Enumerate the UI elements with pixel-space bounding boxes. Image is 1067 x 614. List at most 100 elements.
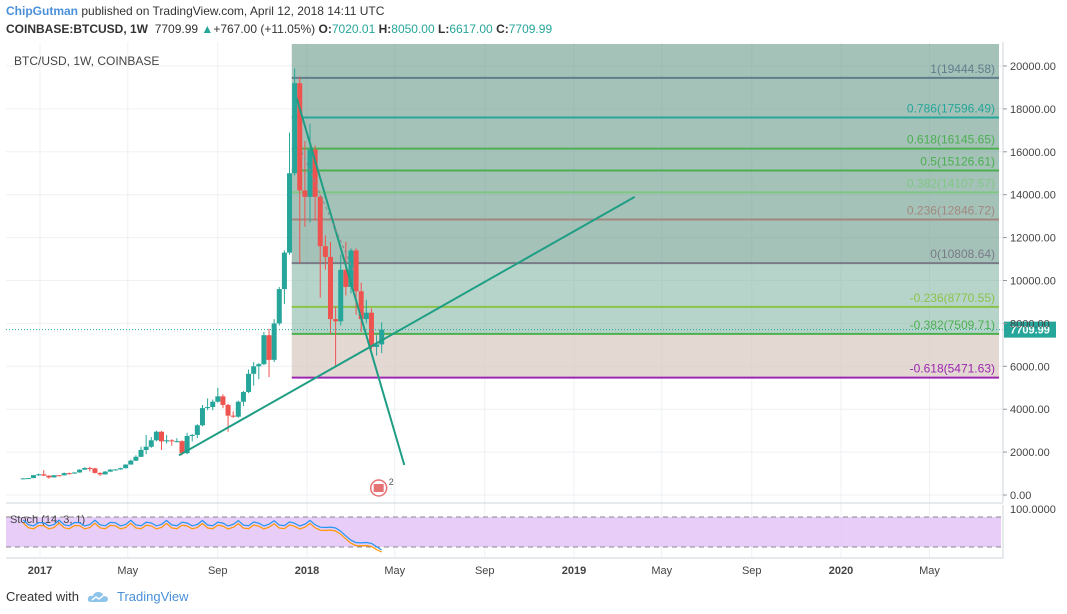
open-value: 7020.01 <box>331 22 376 36</box>
candle-body <box>46 475 52 478</box>
candle-body <box>235 401 241 417</box>
candle-body <box>123 464 129 469</box>
candle-body <box>169 440 175 442</box>
y-tick-label: 4000.00 <box>1010 404 1050 416</box>
fib-zone-middle <box>291 263 999 334</box>
trendline-1 <box>178 195 636 457</box>
candle-body <box>66 473 72 475</box>
candle-body <box>327 256 333 320</box>
candle-body <box>51 475 57 478</box>
stoch-d-line <box>22 522 382 553</box>
candle-body <box>379 329 385 345</box>
candle-body <box>246 373 252 393</box>
candle-body <box>174 441 180 443</box>
x-tick-label: 2018 <box>295 565 319 577</box>
high-label: H: <box>378 22 392 36</box>
candle-body <box>87 467 93 469</box>
candle-body <box>143 446 149 450</box>
candle-body <box>97 472 103 475</box>
up-arrow-icon: ▲ <box>201 22 214 36</box>
candle-body <box>153 431 159 441</box>
author-link[interactable]: ChipGutman <box>6 4 78 18</box>
candle-body <box>363 312 369 320</box>
candle-body <box>358 291 364 320</box>
fib-level-label: 1(19444.58) <box>930 62 995 76</box>
y-tick-label: 20000.00 <box>1010 61 1056 73</box>
candle-body <box>36 474 42 476</box>
candle-body <box>82 467 88 470</box>
x-tick-label: 2017 <box>28 565 52 577</box>
y-tick-label: 16000.00 <box>1010 147 1056 159</box>
tradingview-brand-link[interactable]: TradingView <box>116 589 189 604</box>
candle-body <box>266 335 272 360</box>
price-change: +767.00 (+11.05%) <box>213 22 316 36</box>
x-tick-label: Sep <box>475 565 495 577</box>
x-tick-label: May <box>117 565 138 577</box>
y-tick-label: 14000.00 <box>1010 190 1056 202</box>
candle-body <box>30 475 36 479</box>
low-label: L: <box>438 22 450 36</box>
x-tick-label: Sep <box>742 565 762 577</box>
candle-body <box>261 335 267 365</box>
y-tick-label: 0.00 <box>1010 490 1031 502</box>
candle-body <box>128 460 134 465</box>
event-flag-icon <box>373 484 384 492</box>
candle-body <box>41 474 47 476</box>
candle-body <box>199 408 205 426</box>
open-label: O: <box>318 22 332 36</box>
footer: Created with TradingView <box>6 589 189 604</box>
fib-level-label: 0.786(17596.49) <box>907 102 995 116</box>
candle-body <box>271 323 277 360</box>
candle-body <box>317 196 323 247</box>
candle-body <box>112 469 118 471</box>
candle-body <box>256 364 262 367</box>
candle-body <box>148 440 154 447</box>
candle-body <box>56 475 62 477</box>
candle-body <box>225 404 231 416</box>
y-tick-label: 12000.00 <box>1010 233 1056 245</box>
y-tick-label: 2000.00 <box>1010 447 1050 459</box>
candle-body <box>77 469 83 473</box>
candle-body <box>215 396 221 402</box>
fib-zone-lower <box>291 333 999 378</box>
last-price-tag-label: 7709.99 <box>1010 325 1050 337</box>
x-tick-label: May <box>919 565 940 577</box>
candle-body <box>343 269 349 287</box>
candle-body <box>240 392 246 402</box>
stoch-k-line <box>22 519 383 551</box>
publish-info: published on TradingView.com, April 12, … <box>81 4 385 18</box>
candle-body <box>92 468 98 473</box>
candle-body <box>353 250 359 292</box>
candle-body <box>71 472 77 474</box>
candle-body <box>210 401 216 408</box>
fib-level-label: -0.382(7509.71) <box>910 318 995 332</box>
candle-body <box>281 252 287 290</box>
candle-body <box>159 431 165 442</box>
candle-body <box>194 425 200 435</box>
x-tick-label: May <box>651 565 672 577</box>
candle-body <box>61 473 67 476</box>
y-tick-label: 6000.00 <box>1010 361 1050 373</box>
symbol-name: COINBASE:BTCUSD, 1W <box>6 22 149 36</box>
candle-body <box>220 396 226 405</box>
candle-body <box>292 83 298 174</box>
candle-body <box>164 440 170 442</box>
candle-body <box>251 366 257 374</box>
fib-level-label: -0.618(5471.63) <box>910 362 995 376</box>
low-value: 6617.00 <box>449 22 493 36</box>
stoch-level-label: 100.0000 <box>1010 504 1056 516</box>
candle-body <box>312 149 318 197</box>
candle-body <box>333 319 339 322</box>
candle-body <box>230 415 236 417</box>
last-price-tag <box>1004 321 1056 338</box>
fib-level-label: 0.236(12846.72) <box>907 203 995 217</box>
candle-body <box>133 456 139 461</box>
x-tick-label: 2019 <box>562 565 586 577</box>
symbol-line: COINBASE:BTCUSD, 1W 7709.99 ▲+767.00 (+1… <box>6 22 552 36</box>
candle-body <box>368 312 374 347</box>
candle-body <box>107 469 113 472</box>
panel-title: BTC/USD, 1W, COINBASE <box>14 54 160 68</box>
stoch-label: Stoch (14, 3, 1) <box>10 514 85 526</box>
stoch-band <box>6 517 1001 547</box>
